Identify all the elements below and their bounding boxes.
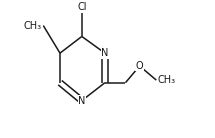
Text: O: O (136, 61, 143, 71)
Text: N: N (101, 48, 109, 58)
Text: N: N (78, 96, 86, 106)
Text: CH₃: CH₃ (158, 75, 176, 85)
Text: CH₃: CH₃ (24, 21, 42, 30)
Text: Cl: Cl (77, 2, 87, 12)
